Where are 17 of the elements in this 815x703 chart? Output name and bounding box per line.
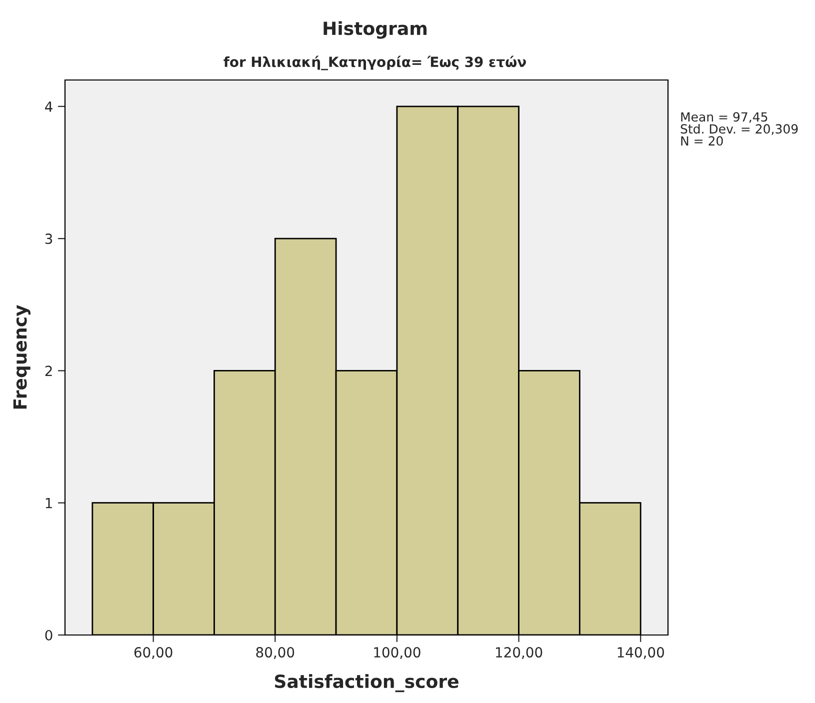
text: Std. Dev. = 20,309: [680, 124, 798, 135]
y-tick-label: 1: [46, 498, 52, 508]
text: Mean = 97,45: [681, 112, 768, 123]
x-tick-label: 100,00: [374, 647, 420, 659]
chart-subtitle: for Ηλικιακή_Κατηγορία= Έως 39 ετών: [224, 56, 526, 70]
y-tick-label: 4: [45, 102, 52, 112]
y-tick-label: 0: [45, 630, 52, 640]
x-tick-label: 80,00: [256, 647, 294, 659]
y-tick-label: 3: [45, 234, 52, 244]
y-tick-label: 2: [45, 366, 52, 376]
chart-title: Histogram: [324, 21, 427, 39]
x-tick-label: 120,00: [496, 647, 542, 659]
x-axis-title: Satisfaction_score: [274, 674, 458, 692]
text: N = 20: [681, 136, 723, 146]
x-tick-label: 140,00: [618, 647, 664, 659]
x-tick-label: 60,00: [134, 647, 172, 659]
y-axis-title: Frequency: [13, 304, 30, 409]
